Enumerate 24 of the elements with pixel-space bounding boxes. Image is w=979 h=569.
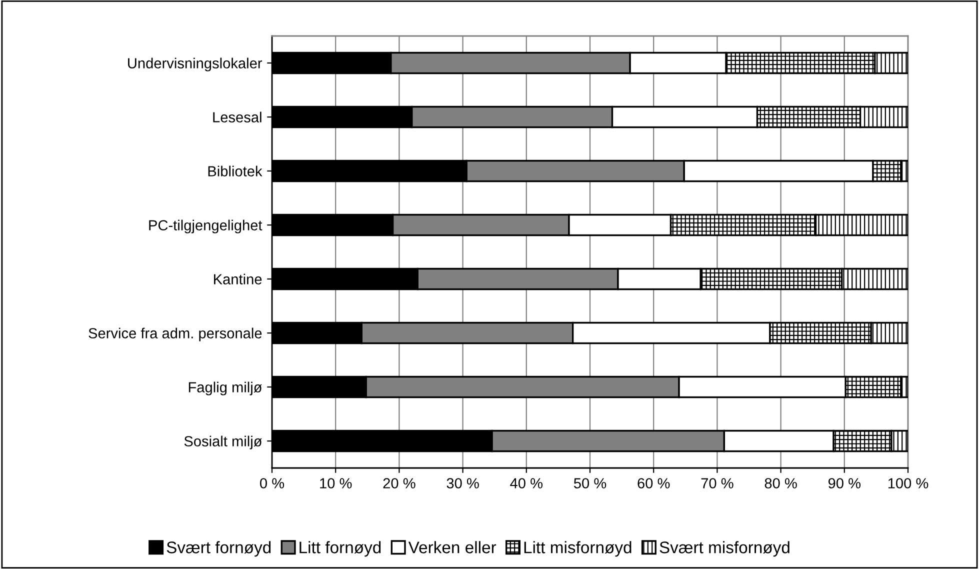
y-tick-label: Lesesal: [213, 112, 262, 122]
x-tick-label: 100 %: [888, 478, 928, 488]
legend-label: Litt misfornøyd: [524, 541, 632, 557]
legend-label: Verken eller: [408, 541, 496, 554]
y-tick-label: Bibliotek: [208, 166, 262, 176]
legend-label: Svært fornøyd: [166, 541, 271, 557]
x-tick-label: 40 %: [510, 478, 542, 488]
y-tick-label: Undervisningslokaler: [128, 58, 262, 72]
y-tick-label: Service fra adm. personale: [88, 328, 262, 342]
x-tick-label: 10 %: [320, 478, 352, 488]
y-tick-label: Faglig miljø: [188, 382, 262, 396]
x-tick-label: 0 %: [260, 478, 284, 488]
y-tick-label: PC-tilgjengelighet: [149, 220, 262, 234]
legend-label: Litt fornøyd: [300, 541, 381, 557]
x-tick-label: 70 %: [701, 478, 734, 488]
x-tick-label: 60 %: [638, 478, 670, 488]
x-tick-label: 20 %: [383, 478, 416, 488]
x-tick-label: 30 %: [446, 478, 479, 488]
y-tick-label: Kantine: [214, 274, 262, 284]
y-tick-label: Sosialt miljø: [184, 436, 262, 450]
legend-label: Svært misfornøyd: [660, 541, 790, 557]
x-tick-label: 80 %: [764, 478, 797, 488]
x-tick-label: 90 %: [828, 478, 860, 488]
x-tick-label: 50 %: [574, 478, 606, 488]
